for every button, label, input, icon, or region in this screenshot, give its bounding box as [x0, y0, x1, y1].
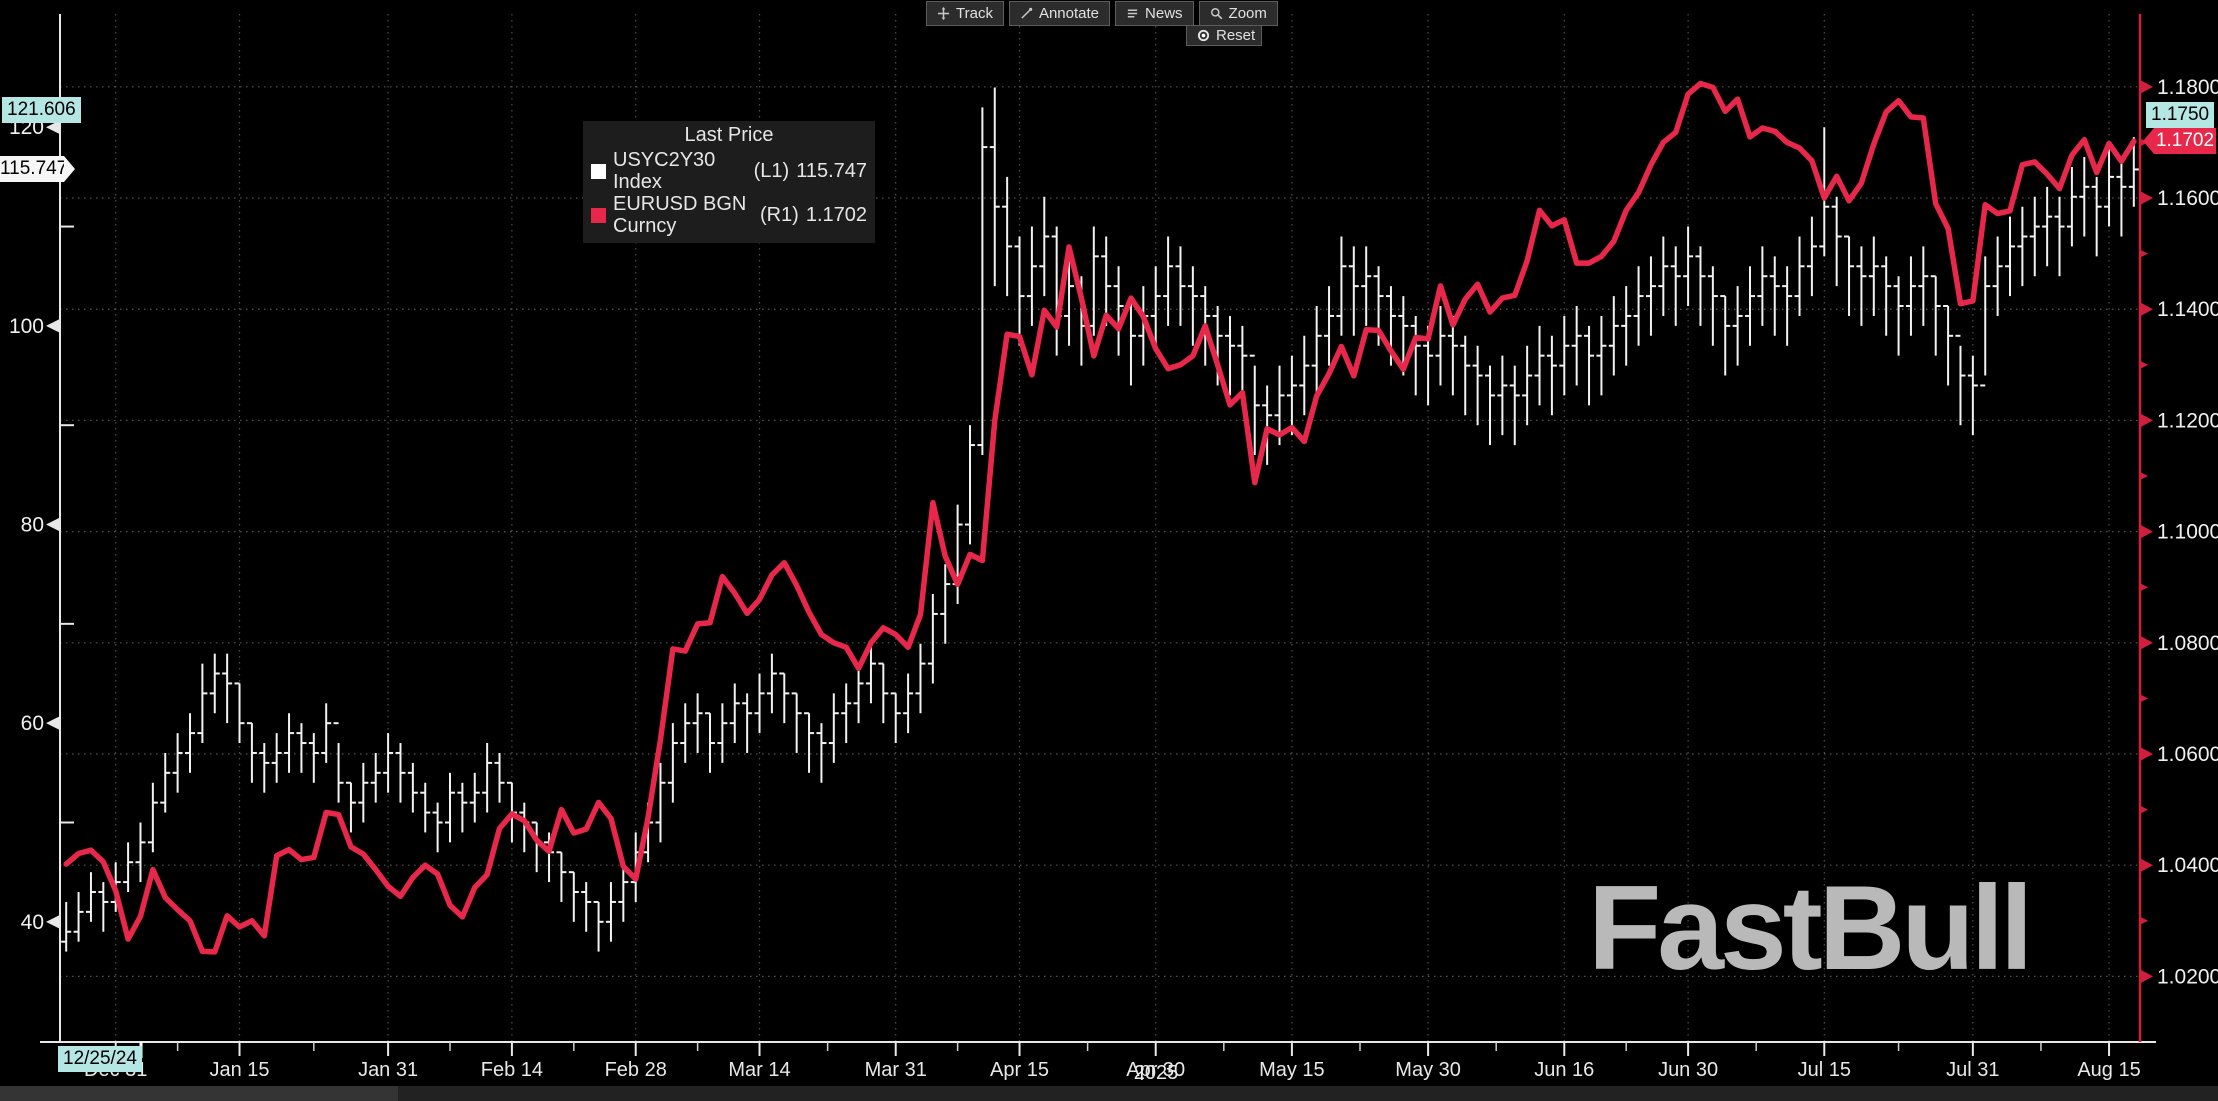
zoom-label: Zoom: [1228, 5, 1267, 22]
chart-legend: Last Price USYC2Y30 Index (L1) 115.747 E…: [583, 121, 875, 243]
bottom-scrollbar-track[interactable]: [0, 1086, 2218, 1101]
legend-title: Last Price: [684, 124, 774, 146]
track-icon: [937, 7, 950, 20]
right-axis-label: 1.1600: [2157, 187, 2218, 210]
usyc2y30-last-price-bubble: 115.747: [0, 156, 75, 182]
x-axis-label: Aug 15: [2077, 1059, 2140, 1081]
usyc2y30-last-value: 115.747: [796, 160, 867, 182]
right-axis-label: 1.0800: [2157, 632, 2218, 655]
zoom-button[interactable]: Zoom: [1198, 1, 1278, 26]
x-axis-label: May 15: [1259, 1059, 1325, 1081]
eurusd-axis-tag: (R1): [759, 204, 799, 226]
x-axis-label: Jan 15: [209, 1059, 269, 1081]
left-axis-label: 100: [9, 315, 44, 338]
crosshair-l1-value-box: 121.606: [2, 97, 81, 123]
horizontal-gridlines: [60, 86, 2140, 977]
x-axis-label: Jun 30: [1658, 1059, 1718, 1081]
reset-icon: [1197, 29, 1210, 42]
x-axis-label: Apr 30: [1126, 1059, 1185, 1081]
x-axis-year-label: 2025: [1133, 1062, 1179, 1084]
x-axis-label: Jul 15: [1798, 1059, 1851, 1081]
right-axis-label: 1.0600: [2157, 743, 2218, 766]
eurusd-swatch: [591, 207, 606, 223]
right-axis-label: 1.0200: [2157, 965, 2218, 988]
x-axis-label: Feb 14: [481, 1059, 543, 1081]
x-axis-label: Apr 15: [990, 1059, 1049, 1081]
x-axis-label: Jan 31: [358, 1059, 418, 1081]
left-axis-label: 80: [21, 514, 44, 537]
news-icon: [1126, 7, 1139, 20]
left-axis-label: 60: [21, 712, 44, 735]
usyc2y30-label: USYC2Y30 Index: [613, 149, 716, 193]
usyc2y30-axis-tag: (L1): [753, 160, 790, 182]
fastbull-watermark: FastBull: [1588, 861, 2033, 995]
x-axis-label: Mar 14: [728, 1059, 790, 1081]
x-axis-label: Mar 31: [865, 1059, 927, 1081]
annotate-label: Annotate: [1038, 5, 1100, 22]
eurusd-label: EURUSD BGN Curncy: [613, 193, 747, 237]
crosshair-date-box: 12/25/24: [58, 1046, 142, 1072]
right-axis-label: 1.1800: [2157, 76, 2218, 99]
zoom-icon: [1210, 7, 1223, 20]
legend-row-usyc2y30[interactable]: USYC2Y30 Index (L1) 115.747: [591, 149, 867, 193]
x-axis-label: Jun 16: [1534, 1059, 1594, 1081]
left-axis-label: 40: [21, 911, 44, 934]
news-button[interactable]: News: [1115, 1, 1194, 26]
right-axis-label: 1.1200: [2157, 409, 2218, 432]
right-axis-label: 1.1400: [2157, 298, 2218, 321]
chart-toolbar: Track Annotate News Zoom: [926, 1, 1278, 26]
usyc2y30-swatch: [591, 163, 606, 179]
bottom-scrollbar-thumb[interactable]: [0, 1086, 398, 1101]
x-axis-label: Jul 31: [1946, 1059, 1999, 1081]
right-axis-ticks: 1.1800 1.1600 1.1400 1.1200 1.1000 1.0800 1.06…: [2140, 76, 2218, 988]
reset-button[interactable]: Reset: [1186, 25, 1262, 46]
annotate-button[interactable]: Annotate: [1008, 1, 1111, 26]
reset-toolbar: Reset: [1186, 25, 1262, 46]
x-axis-label: Feb 28: [605, 1059, 667, 1081]
usyc2y30-ohlc-series: [61, 87, 2139, 952]
crosshair-r1-value-box: 1.1750: [2146, 102, 2215, 128]
eurusd-last-value: 1.1702: [805, 204, 867, 226]
annotate-icon: [1020, 7, 1033, 20]
track-label: Track: [956, 5, 993, 22]
eurusd-line-series: [63, 80, 2137, 955]
right-axis-label: 1.1000: [2157, 521, 2218, 544]
track-button[interactable]: Track: [926, 1, 1004, 26]
legend-row-eurusd[interactable]: EURUSD BGN Curncy (R1) 1.1702: [591, 193, 867, 237]
eurusd-last-price-bubble: 1.1702: [2143, 128, 2216, 154]
right-axis-label: 1.0400: [2157, 854, 2218, 877]
news-label: News: [1145, 5, 1183, 22]
x-axis-label: May 30: [1395, 1059, 1461, 1081]
reset-label: Reset: [1216, 27, 1256, 44]
